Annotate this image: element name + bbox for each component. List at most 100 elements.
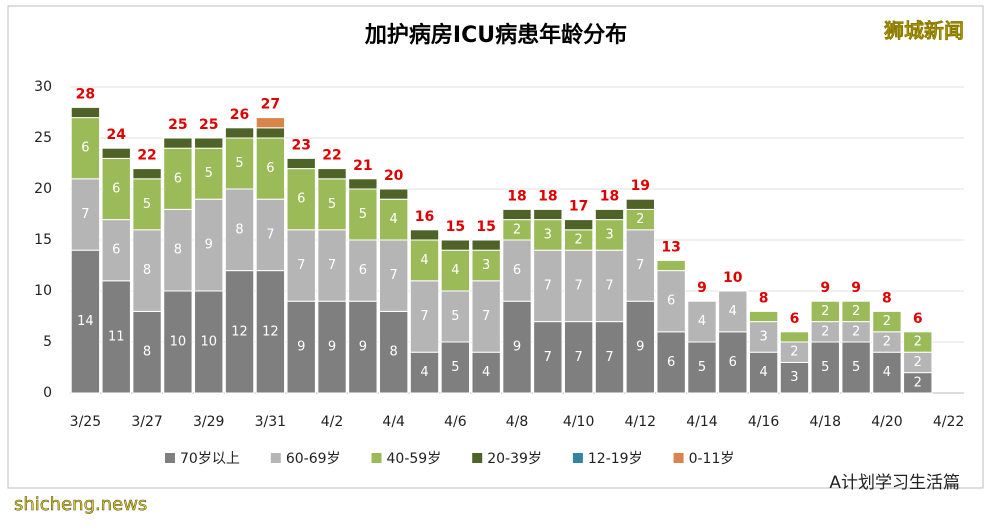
segment-label: 4 [883, 365, 891, 380]
legend-swatch [270, 453, 281, 463]
x-tick-label: 4/22 [933, 414, 964, 430]
legend-swatch [472, 453, 483, 463]
bar-segment [533, 321, 563, 394]
y-tick-label: 5 [43, 334, 52, 350]
bar-segment [872, 310, 902, 333]
total-label: 24 [106, 127, 126, 143]
bar-segment [163, 137, 193, 149]
bar-segment [533, 219, 563, 251]
segment-label: 4 [482, 365, 490, 380]
bar-segment [255, 127, 286, 139]
bar-segment [348, 178, 378, 190]
segment-label: 2 [883, 335, 891, 350]
x-tick-label: 4/14 [686, 414, 718, 430]
total-label: 27 [261, 97, 280, 113]
bar-segment [656, 331, 686, 394]
bar-segment [502, 300, 532, 394]
bar-segment [163, 147, 193, 210]
segment-label: 2 [883, 314, 891, 329]
segment-label: 5 [143, 197, 151, 212]
bar-segment [409, 280, 440, 353]
bar-segment [286, 157, 316, 170]
bar-segment [779, 361, 810, 394]
segment-label: 2 [513, 222, 521, 237]
segment-label: 2 [790, 345, 798, 360]
segment-label: 7 [605, 278, 613, 293]
bar-segment [317, 229, 347, 302]
y-tick-label: 15 [34, 232, 52, 248]
bar-segment [594, 208, 625, 221]
bar-segment [132, 168, 162, 180]
x-tick-label: 4/10 [563, 414, 594, 430]
bar-segment [194, 137, 224, 149]
total-label: 19 [631, 178, 650, 194]
segment-label: 6 [81, 141, 89, 156]
bar-segment [625, 198, 655, 210]
segment-label: 7 [420, 309, 428, 324]
total-label: 22 [322, 148, 341, 164]
total-label: 8 [759, 290, 769, 306]
bar-segment [409, 351, 440, 394]
total-label: 18 [600, 188, 619, 204]
segment-label: 7 [636, 258, 644, 273]
bar-segment [718, 331, 748, 394]
total-label: 10 [723, 270, 743, 286]
segment-label: 7 [390, 268, 398, 283]
segment-label: 2 [821, 324, 829, 339]
segment-label: 3 [605, 227, 613, 242]
bar-segment [440, 341, 471, 394]
segment-label: 7 [482, 309, 490, 324]
segment-label: 7 [297, 258, 305, 273]
segment-label: 7 [605, 350, 613, 365]
bar-segment [748, 351, 779, 394]
bar-segment [656, 270, 686, 333]
bar-segment [748, 310, 779, 323]
bar-segment [409, 239, 440, 282]
bar-segment [379, 198, 409, 241]
bar-segment [533, 208, 563, 221]
total-label: 23 [291, 137, 310, 153]
segment-label: 7 [575, 278, 583, 293]
total-label: 9 [697, 280, 707, 296]
segment-label: 8 [235, 222, 243, 237]
segment-label: 12 [231, 324, 248, 339]
bar-segment [625, 229, 655, 302]
total-label: 8 [882, 290, 892, 306]
bar-segment [101, 147, 131, 159]
segment-label: 7 [328, 258, 336, 273]
bar-segment [132, 229, 162, 312]
total-label: 9 [851, 280, 861, 296]
bar-segment [101, 280, 131, 394]
segment-label: 10 [200, 335, 217, 350]
total-label: 18 [507, 188, 526, 204]
total-label: 13 [661, 239, 680, 255]
segment-label: 9 [297, 340, 305, 355]
total-label: 6 [913, 311, 923, 327]
bar-segment [255, 270, 286, 394]
segment-label: 8 [143, 263, 151, 278]
bar-segment [317, 178, 347, 231]
brand: 狮城新闻 [884, 19, 964, 43]
bar-segment [810, 341, 840, 394]
legend-swatch [673, 453, 684, 463]
bar-segment [687, 300, 717, 343]
legend-label: 70岁以上 [180, 451, 240, 467]
bar-segment [286, 229, 316, 302]
bar-segment [348, 300, 378, 394]
segment-label: 6 [667, 294, 675, 309]
legend-label: 0-11岁 [689, 451, 735, 467]
bar-segment [563, 321, 594, 394]
segment-label: 10 [170, 335, 187, 350]
segment-label: 6 [112, 243, 120, 258]
chart-title: 加护病房ICU病患年龄分布 [364, 22, 627, 48]
bar-segment [70, 178, 101, 251]
segment-label: 12 [262, 324, 279, 339]
segment-label: 6 [513, 263, 521, 278]
legend-swatch [371, 453, 382, 463]
segment-label: 3 [790, 370, 798, 385]
segment-label: 5 [451, 309, 459, 324]
x-tick-label: 3/31 [255, 414, 286, 430]
bar-segment [471, 351, 501, 394]
bar-segment [687, 341, 717, 394]
legend-swatch [572, 453, 583, 463]
